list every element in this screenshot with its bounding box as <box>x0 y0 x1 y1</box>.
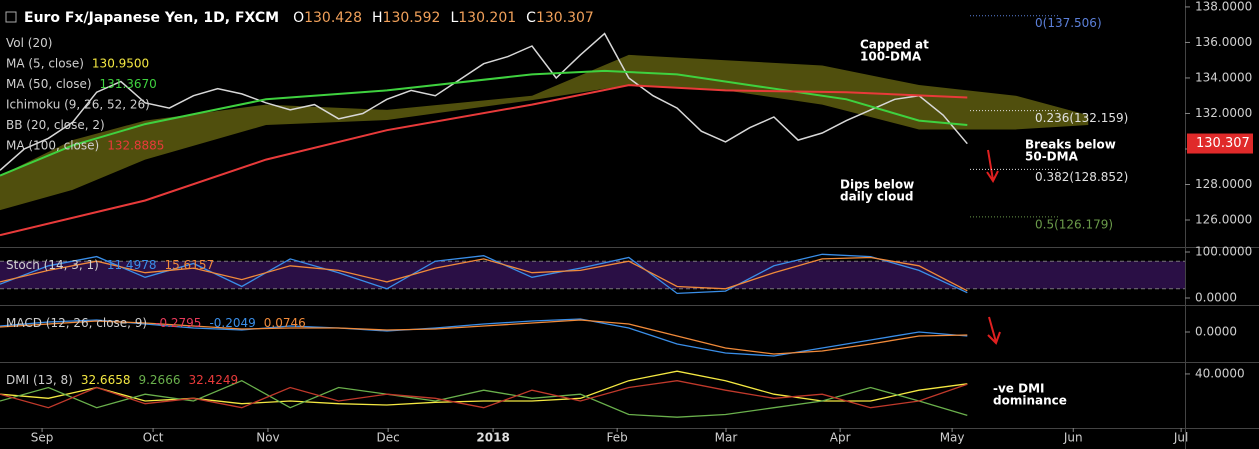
ohlc-value: 130.307 <box>536 10 594 26</box>
y-tick-label: 126.0000 <box>1195 213 1252 227</box>
arrows <box>986 149 1001 345</box>
annotation: 50-DMA <box>1025 150 1079 164</box>
ichimoku-cloud <box>0 54 1089 211</box>
indicator-value: 15.6157 <box>164 258 214 272</box>
indicator-name: Ichimoku (9, 26, 52, 26) <box>6 97 150 111</box>
ohlc-key: O <box>293 10 304 26</box>
series-line <box>0 319 968 355</box>
series-line <box>0 256 968 292</box>
indicator-value: 0.0746 <box>264 316 306 330</box>
last-price-box <box>1187 133 1253 154</box>
x-tick-label: Jun <box>1063 431 1083 445</box>
annotation: Dips below <box>840 178 914 192</box>
indicator-legend: MA (50, close) 131.3670 <box>6 77 157 91</box>
ohlc-value: 130.201 <box>458 10 516 26</box>
x-tick-label: Sep <box>31 431 54 445</box>
annotation: dominance <box>993 394 1067 408</box>
x-tick-label: Nov <box>256 431 279 445</box>
ohlc-value: 130.428 <box>304 10 362 26</box>
indicator-value: 9.2666 <box>138 373 180 387</box>
series-line <box>0 318 968 357</box>
annotation: Capped at <box>860 38 929 52</box>
indicator-name: BB (20, close, 2) <box>6 118 105 132</box>
indicator-name: MA (100, close) <box>6 138 99 152</box>
last-price-label: 130.307 <box>1196 136 1250 151</box>
indicator-value: -0.2795 <box>155 316 201 330</box>
y-tick-label: 134.0000 <box>1195 70 1252 84</box>
fib-label: 0.236(132.159) <box>1035 111 1128 125</box>
series-line <box>0 69 968 177</box>
fib-label: 0(137.506) <box>1035 16 1102 30</box>
ohlc-key: H <box>372 10 383 26</box>
chart-title: Euro Fx/Japanese Yen, 1D, FXCM O130.428 H1… <box>24 10 594 26</box>
x-tick-label: 2018 <box>476 431 509 445</box>
indicator-legend: Vol (20) <box>6 36 52 50</box>
series-line <box>0 32 968 171</box>
indicator-value: 131.3670 <box>100 77 157 91</box>
annotation: -ve DMI <box>993 382 1045 396</box>
x-tick-label: Oct <box>143 431 164 445</box>
y-tick-label: 128.0000 <box>1195 177 1252 191</box>
indicator-value: 130.9500 <box>92 56 149 70</box>
arrow <box>987 316 1001 345</box>
indicator-legend: MA (5, close) 130.9500 <box>6 56 149 70</box>
x-tick-label: Mar <box>715 431 738 445</box>
annotation: 100-DMA <box>860 50 922 64</box>
arrow <box>986 149 999 183</box>
ohlc-key: C <box>526 10 536 26</box>
indicator-legend: MACD (12, 26, close, 9) -0.2795 -0.2049 0.0… <box>6 316 306 330</box>
y-tick-label: 132.0000 <box>1195 106 1252 120</box>
indicator-name: Stoch (14, 3, 1) <box>6 258 99 272</box>
series-line <box>0 380 968 409</box>
indicator-legend: Stoch (14, 3, 1) 11.4978 15.6157 <box>6 258 214 272</box>
series-line <box>0 379 968 418</box>
x-tick-label: Apr <box>830 431 851 445</box>
x-tick-label: Feb <box>607 431 628 445</box>
title-text: Euro Fx/Japanese Yen, 1D, FXCM <box>24 10 279 26</box>
indicator-value: 32.4249 <box>188 373 238 387</box>
series-line <box>0 370 968 406</box>
y-tick-label: 138.0000 <box>1195 0 1252 13</box>
ohlc-value: 130.592 <box>383 10 441 26</box>
y-tick-label: 136.0000 <box>1195 35 1252 49</box>
indicator-legend: Ichimoku (9, 26, 52, 26) <box>6 97 150 111</box>
indicator-name: DMI (13, 8) <box>6 373 73 387</box>
indicator-name: MA (5, close) <box>6 56 84 70</box>
indicator-value: 11.4978 <box>107 258 157 272</box>
indicator-value: 32.6658 <box>81 373 131 387</box>
fib-label: 0.5(126.179) <box>1035 217 1113 231</box>
x-tick-label: Jul <box>1173 431 1188 445</box>
series-line <box>0 84 968 237</box>
indicator-name: MA (50, close) <box>6 77 92 91</box>
x-tick-label: Dec <box>377 431 400 445</box>
collapse-icon <box>5 11 17 23</box>
indicator-legend: DMI (13, 8) 32.6658 9.2666 32.4249 <box>6 373 238 387</box>
y-tick-label: 40.0000 <box>1195 366 1245 380</box>
y-tick-label: 100.0000 <box>1195 245 1252 259</box>
indicator-name: Vol (20) <box>6 36 52 50</box>
annotation: Breaks below <box>1025 138 1116 152</box>
indicator-legend: BB (20, close, 2) <box>6 118 105 132</box>
indicator-legend: MA (100, close) 132.8885 <box>6 138 164 152</box>
y-tick-label: 0.0000 <box>1195 325 1237 339</box>
ohlc-key: L <box>450 10 458 26</box>
indicator-value: 132.8885 <box>107 138 164 152</box>
x-tick-label: May <box>940 431 965 445</box>
series-line <box>0 253 968 295</box>
fib-label: 0.382(128.852) <box>1035 170 1128 184</box>
indicator-value: -0.2049 <box>209 316 255 330</box>
indicator-name: MACD (12, 26, close, 9) <box>6 316 147 330</box>
y-tick-label: 0.0000 <box>1195 291 1237 305</box>
annotation: daily cloud <box>840 190 914 204</box>
